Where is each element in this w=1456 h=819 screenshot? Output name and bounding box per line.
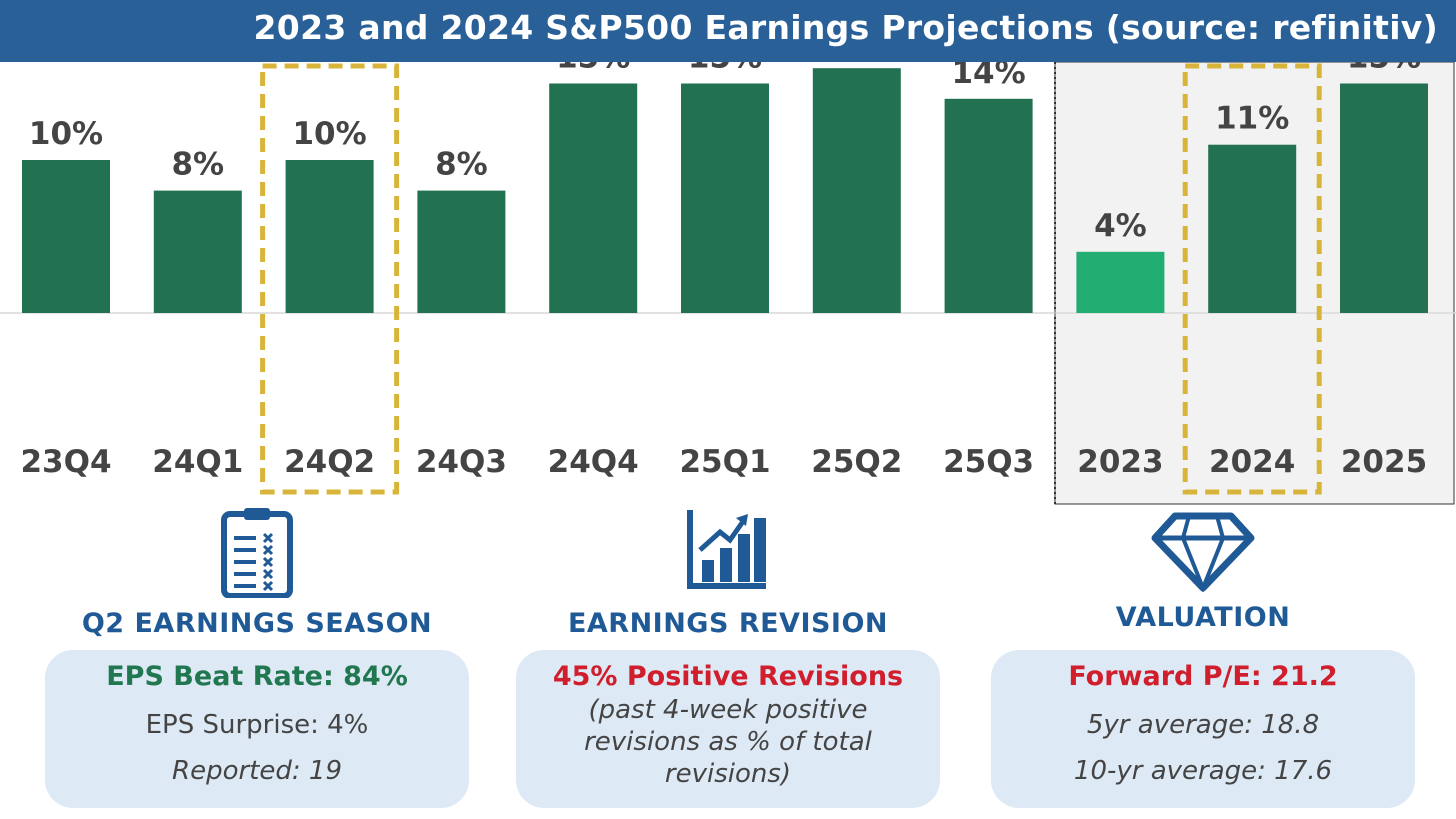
category-label: 2023 <box>1077 444 1163 480</box>
bar <box>153 190 242 313</box>
panel-line: revisions) <box>664 759 792 789</box>
bar <box>1208 144 1297 313</box>
category-label: 24Q1 <box>152 444 243 480</box>
category-label: 23Q4 <box>20 444 111 480</box>
bar <box>417 190 506 313</box>
panel-heading: VALUATION <box>1115 602 1291 633</box>
category-labels: 23Q4 24Q1 24Q2 24Q3 24Q4 25Q1 25Q2 25Q3 2023 2024… <box>20 444 1427 480</box>
data-label: 14% <box>951 62 1025 91</box>
bars <box>22 68 1428 313</box>
bar <box>549 83 638 313</box>
bar <box>285 160 374 313</box>
panel-line: (past 4-week positive <box>588 695 868 725</box>
bar <box>1340 83 1428 313</box>
category-label: 2024 <box>1209 444 1295 480</box>
data-label: 4% <box>1094 208 1147 244</box>
bar <box>681 83 769 313</box>
panel-box: Forward P/E: 21.2 5yr average: 18.8 10-y… <box>991 650 1415 808</box>
data-label: 15% <box>1347 62 1421 76</box>
category-label: 25Q2 <box>811 444 902 480</box>
category-label: 25Q1 <box>679 444 770 480</box>
panel-box: 45% Positive Revisions (past 4-week posi… <box>516 650 940 808</box>
clipboard-icon <box>45 506 469 598</box>
diamond-icon <box>991 512 1415 592</box>
data-label: 11% <box>1215 101 1289 137</box>
data-label: 15% <box>688 62 762 76</box>
highlight-boxes <box>260 63 1322 495</box>
panel-line: 5yr average: 18.8 <box>1086 710 1320 740</box>
valuation-panel: VALUATION Forward P/E: 21.2 5yr average:… <box>991 500 1415 810</box>
highlight-box <box>1182 63 1322 495</box>
bar-chart-growth-icon <box>516 508 940 592</box>
bar <box>1076 251 1165 313</box>
panel-line: 10-yr average: 17.6 <box>1073 756 1333 786</box>
highlight-box <box>260 63 400 495</box>
bar <box>944 98 1033 313</box>
data-label: 10% <box>292 116 366 152</box>
category-label: 2025 <box>1341 444 1427 480</box>
data-label: 8% <box>171 147 224 183</box>
panel-lead: Forward P/E: 21.2 <box>1068 661 1338 692</box>
title-bar: 2023 and 2024 S&P500 Earnings Projection… <box>0 0 1456 62</box>
earnings-growth-bar-chart: 10%8%10%8%15%15%16%14%4%11%15% 23Q424Q12… <box>0 62 1456 505</box>
earnings-season-panel: Q2 EARNINGS SEASON EPS Beat Rate: 84% EP… <box>45 500 469 810</box>
panel-line: EPS Surprise: 4% <box>145 710 369 740</box>
panel-heading: EARNINGS REVISION <box>567 608 889 639</box>
category-label: 25Q3 <box>943 444 1034 480</box>
panel-lead: 45% Positive Revisions <box>552 661 904 692</box>
earnings-revision-panel: EARNINGS REVISION 45% Positive Revisions… <box>516 500 940 810</box>
category-label: 24Q2 <box>284 444 375 480</box>
category-label: 24Q3 <box>416 444 507 480</box>
panel-lead: EPS Beat Rate: 84% <box>106 661 408 692</box>
bar <box>812 68 901 313</box>
data-label: 10% <box>29 116 103 152</box>
bar <box>22 160 110 313</box>
panel-line: Reported: 19 <box>172 756 342 786</box>
panel-line: revisions as % of total <box>584 727 872 757</box>
data-label: 15% <box>556 62 630 76</box>
data-labels: 10%8%10%8%15%15%16%14%4%11%15% <box>29 62 1421 244</box>
panel-heading: Q2 EARNINGS SEASON <box>81 608 433 639</box>
data-label: 8% <box>435 147 488 183</box>
panel-box: EPS Beat Rate: 84% EPS Surprise: 4% Repo… <box>45 650 469 808</box>
category-label: 24Q4 <box>548 444 639 480</box>
page-title: 2023 and 2024 S&P500 Earnings Projection… <box>253 8 1438 47</box>
